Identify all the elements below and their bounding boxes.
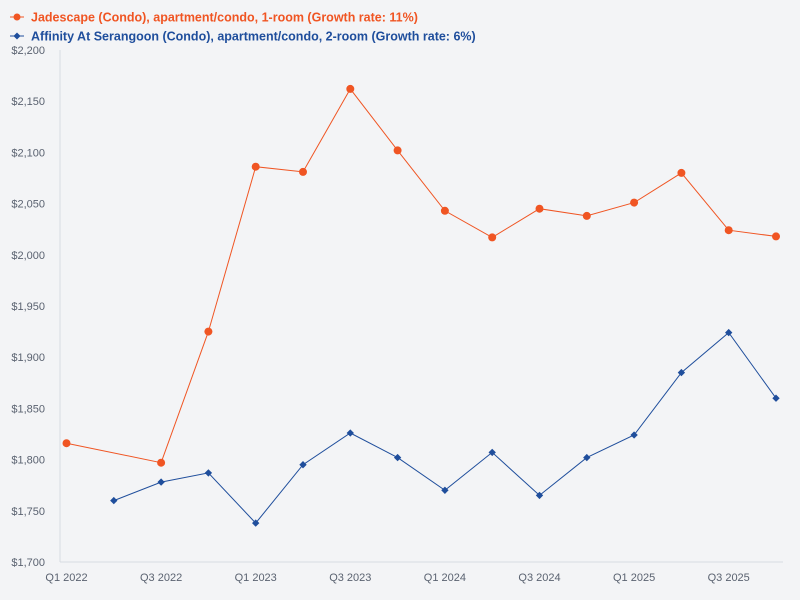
- data-point[interactable]: [157, 458, 166, 467]
- y-tick-label: $1,700: [11, 557, 45, 569]
- x-tick-label: Q3 2022: [140, 572, 182, 584]
- x-tick-label: Q1 2025: [613, 572, 655, 584]
- data-point[interactable]: [346, 84, 355, 93]
- data-point[interactable]: [535, 491, 544, 500]
- data-point[interactable]: [488, 233, 497, 242]
- data-point[interactable]: [251, 162, 260, 171]
- data-point[interactable]: [441, 486, 449, 494]
- data-point[interactable]: [346, 429, 354, 437]
- data-point[interactable]: [488, 448, 496, 457]
- series-line-1: [113, 331, 777, 524]
- y-tick-label: $1,850: [11, 403, 45, 415]
- data-point[interactable]: [393, 146, 402, 155]
- x-tick-label: Q1 2022: [45, 572, 87, 584]
- series-line-0: [66, 87, 777, 464]
- data-point[interactable]: [299, 461, 307, 469]
- y-tick-label: $1,750: [11, 506, 45, 518]
- data-point[interactable]: [299, 167, 307, 176]
- data-point[interactable]: [204, 327, 213, 336]
- axes: [59, 50, 783, 563]
- y-tick-label: $1,950: [11, 301, 45, 313]
- data-point[interactable]: [630, 198, 639, 207]
- y-tick-label: $1,800: [11, 455, 45, 467]
- legend: Jadescape (Condo), apartment/condo, 1-ro…: [10, 11, 476, 44]
- data-point[interactable]: [677, 168, 686, 177]
- data-point[interactable]: [535, 204, 544, 213]
- data-point[interactable]: [252, 519, 260, 527]
- legend-label-jadescape: Jadescape (Condo), apartment/condo, 1-ro…: [31, 11, 418, 25]
- y-tick-label: $1,900: [11, 352, 45, 364]
- data-point[interactable]: [583, 453, 591, 462]
- y-tick-label: $2,200: [11, 45, 45, 57]
- data-point[interactable]: [393, 453, 402, 462]
- y-tick-label: $2,050: [11, 199, 45, 211]
- legend-item-jadescape[interactable]: Jadescape (Condo), apartment/condo, 1-ro…: [10, 11, 418, 25]
- data-point[interactable]: [724, 226, 733, 235]
- data-point[interactable]: [157, 478, 165, 486]
- series-layer: [62, 84, 780, 527]
- y-tick-label: $2,150: [11, 96, 45, 108]
- data-point[interactable]: [772, 394, 780, 402]
- data-point[interactable]: [772, 232, 780, 241]
- data-point[interactable]: [440, 206, 449, 215]
- y-tick-label: $2,100: [11, 147, 45, 159]
- legend-marker-affinity: [13, 32, 21, 40]
- data-point[interactable]: [62, 439, 71, 448]
- x-tick-label: Q1 2023: [235, 572, 277, 584]
- x-axis-ticks: Q1 2022 Q3 2022 Q1 2023 Q3 2023 Q1 2024 Q3 20…: [45, 572, 749, 584]
- x-tick-label: Q3 2024: [518, 572, 560, 584]
- data-point[interactable]: [725, 328, 733, 337]
- series-0: [62, 84, 780, 467]
- legend-item-affinity[interactable]: Affinity At Serangoon (Condo), apartment…: [10, 30, 476, 44]
- series-1: [110, 328, 780, 527]
- legend-marker-jadescape: [13, 13, 21, 21]
- data-point[interactable]: [677, 368, 686, 377]
- x-tick-label: Q3 2023: [329, 572, 371, 584]
- data-point[interactable]: [204, 469, 213, 477]
- x-tick-label: Q1 2024: [424, 572, 466, 584]
- data-point[interactable]: [630, 431, 638, 439]
- legend-label-affinity: Affinity At Serangoon (Condo), apartment…: [31, 30, 476, 44]
- y-axis-ticks: $1,700 $1,750 $1,800 $1,850 $1,900 $1,950 $2,0…: [11, 45, 45, 569]
- x-tick-label: Q3 2025: [708, 572, 750, 584]
- y-tick-label: $2,000: [11, 250, 45, 262]
- data-point[interactable]: [110, 496, 118, 505]
- data-point[interactable]: [582, 211, 591, 220]
